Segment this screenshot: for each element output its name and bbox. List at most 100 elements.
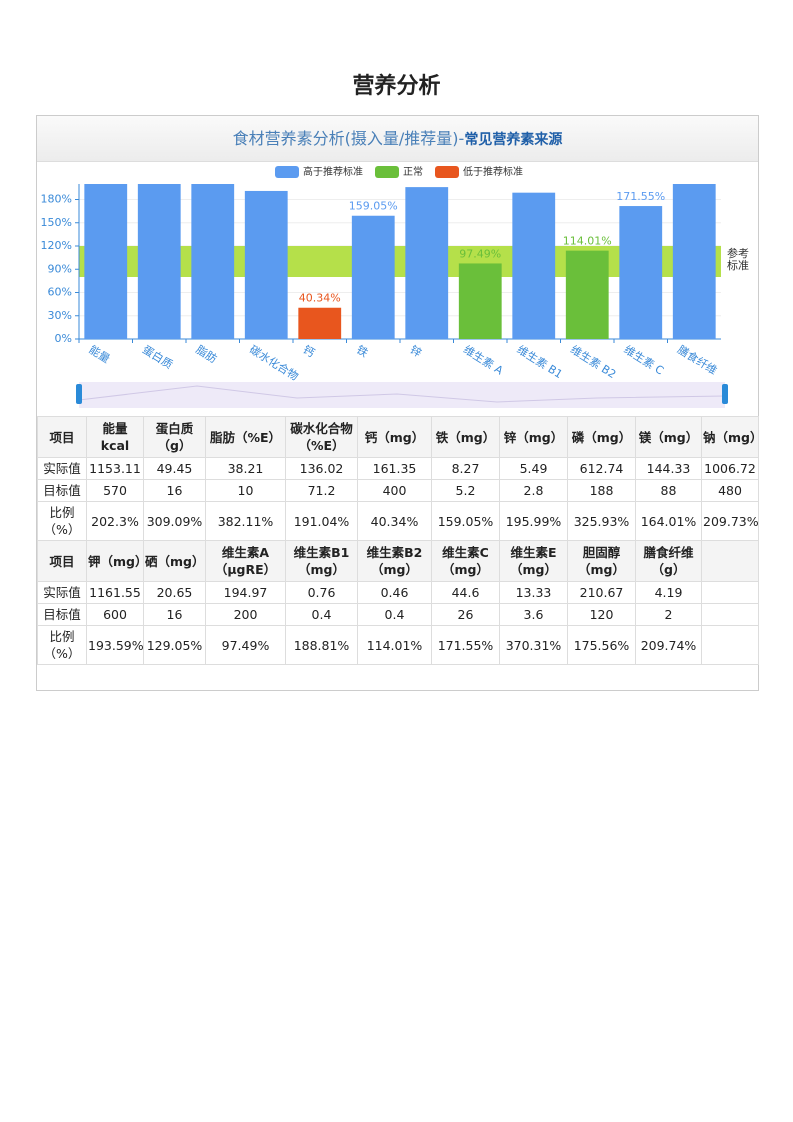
zoom-track — [79, 382, 725, 408]
data-zoom[interactable] — [76, 382, 728, 408]
zoom-handle[interactable] — [76, 384, 82, 404]
header-cell: 钠（mg） — [701, 416, 762, 458]
zoom-handle[interactable] — [722, 384, 728, 404]
legend-label: 正常 — [403, 165, 423, 178]
header-row: 项目 钾（mg） 硒（mg） 维生素A（μgRE） 维生素B1（mg） 维生素B2（mg）… — [37, 540, 759, 582]
cell: 120 — [567, 603, 636, 626]
header-cell: 锌（mg） — [499, 416, 568, 458]
cell: 目标值 — [37, 479, 87, 502]
cell: 16 — [143, 603, 206, 626]
cell: 210.67 — [567, 581, 636, 604]
empty-cell — [701, 581, 759, 604]
cell: 175.56% — [567, 625, 636, 665]
data-row: 比例（%） 193.59% 129.05% 97.49% 188.81% 114.01% 1… — [37, 625, 759, 665]
header-cell: 能量 kcal — [86, 416, 144, 458]
cell: 0.4 — [357, 603, 432, 626]
cell: 4.19 — [635, 581, 702, 604]
cell: 200 — [205, 603, 286, 626]
bar — [512, 192, 556, 339]
data-row: 实际值 1161.55 20.65 194.97 0.76 0.46 44.6 13.33 21… — [37, 581, 759, 604]
cell: 实际值 — [37, 581, 87, 604]
cell: 5.49 — [499, 457, 568, 480]
x-tick-label: 铁 — [354, 343, 370, 360]
bars — [84, 184, 716, 340]
cell: 400 — [357, 479, 432, 502]
data-label: 40.34% — [299, 292, 341, 305]
cell: 5.2 — [431, 479, 500, 502]
x-tick-label: 脂肪 — [194, 342, 220, 366]
y-tick-label: 120% — [41, 239, 72, 252]
bar — [672, 184, 716, 339]
header-cell: 维生素E（mg） — [499, 540, 568, 582]
cell: 0.76 — [285, 581, 358, 604]
cell: 10 — [205, 479, 286, 502]
cell: 40.34% — [357, 501, 432, 541]
cell: 1153.11 — [86, 457, 144, 480]
header-cell: 镁（mg） — [635, 416, 702, 458]
header-cell: 铁（mg） — [431, 416, 500, 458]
header-cell: 钙（mg） — [357, 416, 432, 458]
cell: 144.33 — [635, 457, 702, 480]
cell: 44.6 — [431, 581, 500, 604]
cell: 171.55% — [431, 625, 500, 665]
cell: 325.93% — [567, 501, 636, 541]
x-tick-label: 能量 — [87, 342, 113, 366]
cell: 191.04% — [285, 501, 358, 541]
cell: 193.59% — [86, 625, 144, 665]
cell: 129.05% — [143, 625, 206, 665]
x-tick-label: 钙 — [301, 342, 318, 360]
x-tick-label: 维生素 C — [622, 342, 667, 377]
cell: 比例（%） — [37, 625, 87, 665]
cell: 161.35 — [357, 457, 432, 480]
bar — [84, 184, 128, 339]
cell: 159.05% — [431, 501, 500, 541]
cell: 16 — [143, 479, 206, 502]
legend-swatch — [435, 166, 459, 178]
page-title: 营养分析 — [352, 74, 441, 99]
cell: 114.01% — [357, 625, 432, 665]
data-row: 比例（%） 202.3% 309.09% 382.11% 191.04% 40.34% 15… — [37, 501, 759, 541]
cell: 194.97 — [205, 581, 286, 604]
cell: 比例（%） — [37, 501, 87, 541]
cell: 26 — [431, 603, 500, 626]
chart-subtitle: 常见营养素来源 — [464, 132, 563, 148]
cell: 目标值 — [37, 603, 87, 626]
data-row: 目标值 570 16 10 71.2 400 5.2 2.8 188 88 480 — [37, 479, 759, 502]
header-cell: 项目 — [37, 540, 87, 582]
y-tick-label: 180% — [41, 193, 72, 206]
cell: 309.09% — [143, 501, 206, 541]
cell: 8.27 — [431, 457, 500, 480]
cell: 实际值 — [37, 457, 87, 480]
cell: 480 — [701, 479, 759, 502]
header-cell: 磷（mg） — [567, 416, 636, 458]
legend-swatch — [275, 166, 299, 178]
bar — [565, 250, 609, 339]
chart-header: 食材营养素分析(摄入量/推荐量)-常见营养素来源 — [37, 116, 758, 162]
bar — [405, 187, 449, 339]
cell: 570 — [86, 479, 144, 502]
bar — [137, 184, 181, 339]
cell: 164.01% — [635, 501, 702, 541]
empty-cell — [701, 540, 759, 582]
bar — [244, 190, 288, 339]
cell: 88 — [635, 479, 702, 502]
legend-label: 低于推荐标准 — [463, 165, 523, 178]
x-tick-label: 维生素 B1 — [515, 342, 566, 381]
cell: 202.3% — [86, 501, 144, 541]
header-cell: 碳水化合物（%E） — [285, 416, 358, 458]
header-cell: 项目 — [37, 416, 87, 458]
x-tick-label: 锌 — [408, 342, 425, 360]
empty-cell — [701, 625, 759, 665]
header-cell: 蛋白质（g） — [143, 416, 206, 458]
cell: 71.2 — [285, 479, 358, 502]
cell: 97.49% — [205, 625, 286, 665]
x-tick-label: 维生素 A — [461, 342, 506, 377]
data-row: 目标值 600 16 200 0.4 0.4 26 3.6 120 2 — [37, 603, 759, 626]
cell: 13.33 — [499, 581, 568, 604]
cell: 136.02 — [285, 457, 358, 480]
cell: 612.74 — [567, 457, 636, 480]
header-cell: 硒（mg） — [143, 540, 206, 582]
report: 食材营养素分析(摄入量/推荐量)-常见营养素来源 高于推荐标准 正常 低于推荐标准 0… — [36, 115, 762, 691]
data-table: 项目 能量 kcal 蛋白质（g） 脂肪（%E） 碳水化合物（%E） 钙（mg） 铁（mg）… — [37, 416, 762, 665]
